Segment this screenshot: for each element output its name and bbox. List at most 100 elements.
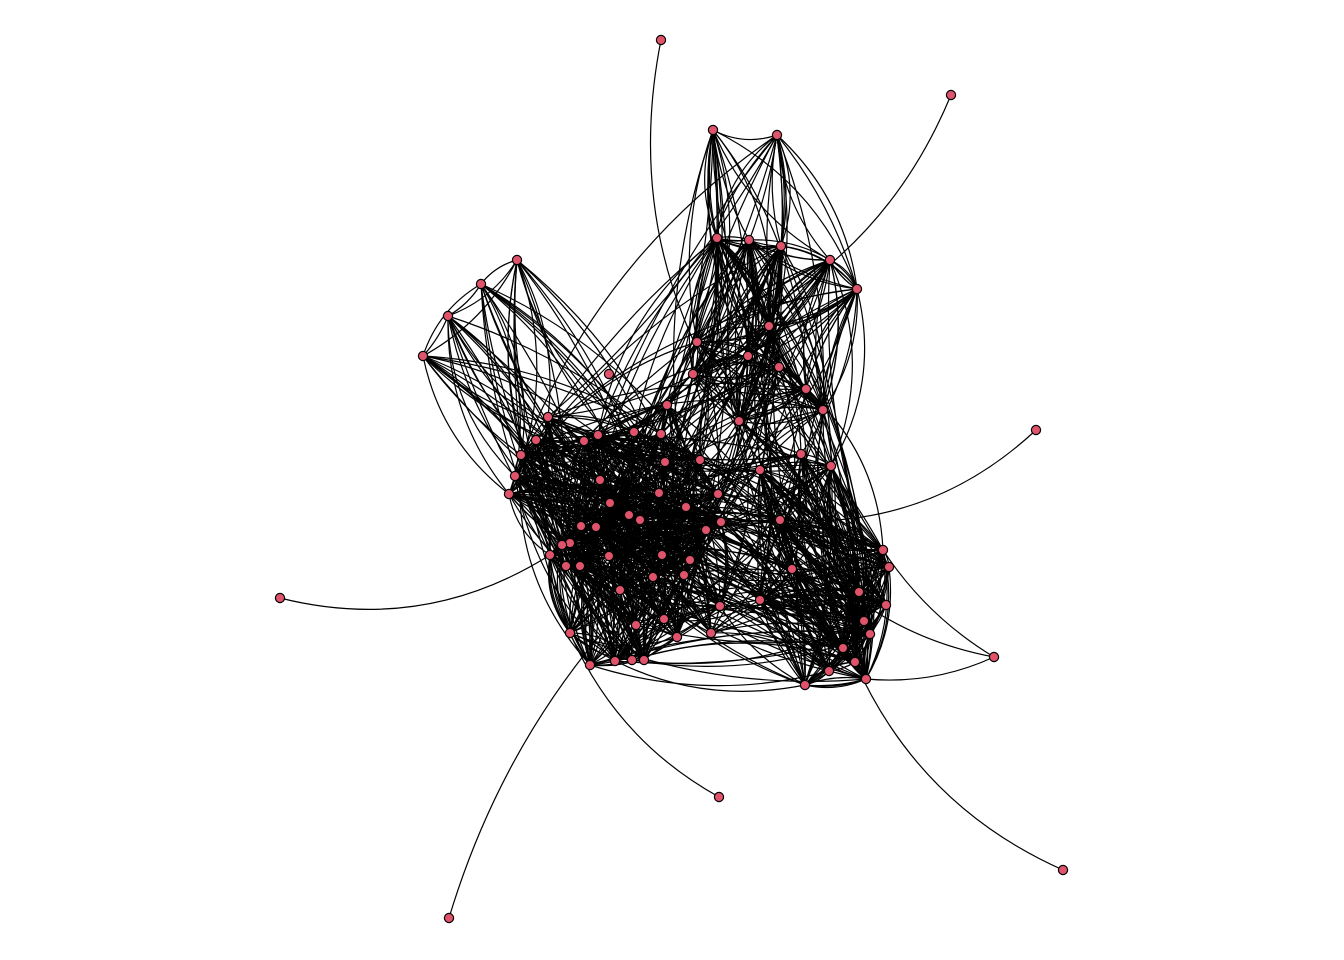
- network-node: [695, 455, 704, 464]
- network-edge: [866, 657, 994, 680]
- network-node: [604, 369, 613, 378]
- network-node: [660, 457, 669, 466]
- network-node: [692, 337, 701, 346]
- network-node: [639, 655, 648, 664]
- network-edge: [830, 260, 852, 466]
- network-node: [714, 792, 723, 801]
- network-node: [712, 233, 721, 242]
- network-node: [1058, 865, 1067, 874]
- network-node: [701, 525, 710, 534]
- network-edge: [713, 130, 777, 140]
- network-node: [854, 587, 863, 596]
- network-node: [989, 652, 998, 661]
- network-node: [543, 412, 552, 421]
- network-node: [776, 241, 785, 250]
- network-node: [850, 657, 859, 666]
- network-node: [715, 601, 724, 610]
- network-node: [585, 660, 594, 669]
- network-node: [800, 680, 809, 689]
- network-node: [1031, 425, 1040, 434]
- network-node: [627, 655, 636, 664]
- network-node: [662, 400, 671, 409]
- network-node: [629, 427, 638, 436]
- network-node: [595, 475, 604, 484]
- network-node: [575, 561, 584, 570]
- network-node: [657, 550, 666, 559]
- network-edge: [423, 316, 448, 356]
- network-edge: [590, 665, 829, 686]
- network-node: [713, 489, 722, 498]
- network-node: [476, 279, 485, 288]
- network-edge: [280, 555, 550, 609]
- network-node: [774, 362, 783, 371]
- network-node: [561, 561, 570, 570]
- network-node: [656, 35, 665, 44]
- network-node: [593, 430, 602, 439]
- network-node: [878, 545, 887, 554]
- network-node: [275, 593, 284, 602]
- network-node: [775, 515, 784, 524]
- network-node: [796, 449, 805, 458]
- network-node: [512, 255, 521, 264]
- network-node: [615, 585, 624, 594]
- network-node: [635, 515, 644, 524]
- network-node: [861, 674, 870, 683]
- network-node: [772, 130, 781, 139]
- network-node: [604, 551, 613, 560]
- network-edge: [481, 260, 517, 284]
- network-node: [859, 616, 868, 625]
- network-node: [681, 502, 690, 511]
- network-node: [755, 595, 764, 604]
- network-node: [716, 517, 725, 526]
- network-node: [648, 572, 657, 581]
- network-node: [826, 461, 835, 470]
- network-node: [852, 284, 861, 293]
- network-node: [679, 570, 688, 579]
- network-node: [605, 498, 614, 507]
- network-node: [531, 435, 540, 444]
- network-node: [764, 321, 773, 330]
- network-node: [881, 600, 890, 609]
- network-node: [688, 369, 697, 378]
- network-node: [656, 429, 665, 438]
- network-node: [824, 666, 833, 675]
- network-node: [659, 614, 668, 623]
- network-node: [818, 405, 827, 414]
- network-edge: [448, 284, 481, 316]
- network-edge: [777, 135, 830, 260]
- network-node: [591, 522, 600, 531]
- network-node: [576, 521, 585, 530]
- network-node: [565, 628, 574, 637]
- network-node: [672, 632, 681, 641]
- network-node: [504, 489, 513, 498]
- network-node: [545, 550, 554, 559]
- network-node: [787, 564, 796, 573]
- network-node: [734, 416, 743, 425]
- network-node: [755, 465, 764, 474]
- network-node: [516, 450, 525, 459]
- network-node: [418, 351, 427, 360]
- network-node: [825, 255, 834, 264]
- network-node: [838, 643, 847, 652]
- network-node: [946, 90, 955, 99]
- network-node: [444, 913, 453, 922]
- network-node: [706, 628, 715, 637]
- network-node: [744, 235, 753, 244]
- edge-layer: [280, 40, 1063, 918]
- network-node: [884, 562, 893, 571]
- network-node: [557, 540, 566, 549]
- network-node: [510, 471, 519, 480]
- network-node: [631, 620, 640, 629]
- network-node: [685, 555, 694, 564]
- network-edge: [883, 550, 994, 657]
- network-node: [708, 125, 717, 134]
- network-node: [743, 351, 752, 360]
- network-node: [865, 629, 874, 638]
- network-node: [801, 384, 810, 393]
- network-node: [654, 488, 663, 497]
- network-edge: [855, 662, 1063, 870]
- network-node: [610, 656, 619, 665]
- network-node: [443, 311, 452, 320]
- network-node: [579, 436, 588, 445]
